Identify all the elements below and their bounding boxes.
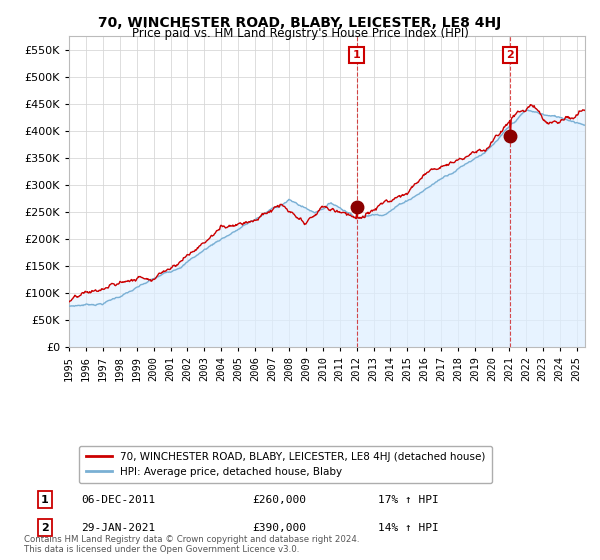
Text: 06-DEC-2011: 06-DEC-2011 — [81, 494, 155, 505]
Text: Contains HM Land Registry data © Crown copyright and database right 2024.
This d: Contains HM Land Registry data © Crown c… — [24, 535, 359, 554]
Text: 1: 1 — [353, 50, 361, 60]
Text: £390,000: £390,000 — [252, 522, 306, 533]
Text: 17% ↑ HPI: 17% ↑ HPI — [378, 494, 439, 505]
Text: 29-JAN-2021: 29-JAN-2021 — [81, 522, 155, 533]
Legend: 70, WINCHESTER ROAD, BLABY, LEICESTER, LE8 4HJ (detached house), HPI: Average pr: 70, WINCHESTER ROAD, BLABY, LEICESTER, L… — [79, 446, 491, 483]
Text: £260,000: £260,000 — [252, 494, 306, 505]
Text: 1: 1 — [41, 494, 49, 505]
Text: 2: 2 — [506, 50, 514, 60]
Text: 70, WINCHESTER ROAD, BLABY, LEICESTER, LE8 4HJ: 70, WINCHESTER ROAD, BLABY, LEICESTER, L… — [98, 16, 502, 30]
Text: 2: 2 — [41, 522, 49, 533]
Text: 14% ↑ HPI: 14% ↑ HPI — [378, 522, 439, 533]
Text: Price paid vs. HM Land Registry's House Price Index (HPI): Price paid vs. HM Land Registry's House … — [131, 27, 469, 40]
